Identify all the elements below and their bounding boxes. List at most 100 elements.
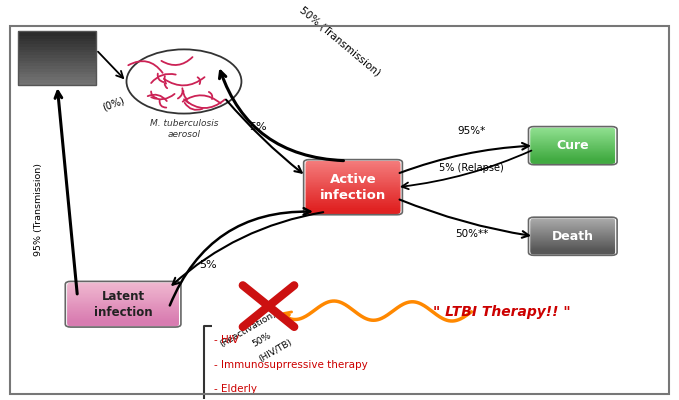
FancyBboxPatch shape xyxy=(530,218,615,224)
FancyBboxPatch shape xyxy=(306,167,401,173)
Circle shape xyxy=(126,49,242,114)
FancyBboxPatch shape xyxy=(530,146,615,151)
FancyBboxPatch shape xyxy=(530,224,615,229)
FancyBboxPatch shape xyxy=(530,228,615,233)
Bar xyxy=(18,61,96,64)
Text: 95% (Transmission): 95% (Transmission) xyxy=(34,163,43,256)
Text: - Immunosuprressive therapy: - Immunosuprressive therapy xyxy=(215,360,368,370)
FancyBboxPatch shape xyxy=(67,321,179,326)
FancyBboxPatch shape xyxy=(530,136,615,142)
FancyBboxPatch shape xyxy=(67,314,179,320)
FancyBboxPatch shape xyxy=(67,308,179,313)
FancyBboxPatch shape xyxy=(306,164,401,170)
FancyBboxPatch shape xyxy=(306,198,401,204)
FancyBboxPatch shape xyxy=(306,200,401,206)
Text: Active
infection: Active infection xyxy=(320,173,386,202)
FancyBboxPatch shape xyxy=(67,286,179,292)
Bar xyxy=(18,82,96,86)
Text: 5% (Relapse): 5% (Relapse) xyxy=(439,163,504,173)
Bar xyxy=(18,63,96,66)
FancyBboxPatch shape xyxy=(530,130,615,135)
FancyBboxPatch shape xyxy=(67,302,179,308)
FancyBboxPatch shape xyxy=(67,296,179,301)
FancyBboxPatch shape xyxy=(530,249,615,254)
FancyBboxPatch shape xyxy=(306,174,401,180)
FancyBboxPatch shape xyxy=(530,220,615,225)
FancyBboxPatch shape xyxy=(530,135,615,140)
FancyBboxPatch shape xyxy=(530,234,615,240)
FancyBboxPatch shape xyxy=(67,305,179,310)
FancyBboxPatch shape xyxy=(530,238,615,243)
FancyBboxPatch shape xyxy=(530,153,615,159)
Bar xyxy=(18,74,96,78)
Bar xyxy=(18,42,96,44)
FancyBboxPatch shape xyxy=(306,187,401,193)
Bar xyxy=(18,69,96,72)
FancyBboxPatch shape xyxy=(67,290,179,296)
FancyBboxPatch shape xyxy=(67,298,179,304)
FancyBboxPatch shape xyxy=(67,285,179,291)
FancyBboxPatch shape xyxy=(306,206,401,212)
FancyBboxPatch shape xyxy=(67,313,179,318)
Text: 5%: 5% xyxy=(199,260,217,270)
FancyBboxPatch shape xyxy=(530,220,615,226)
FancyBboxPatch shape xyxy=(67,293,179,298)
FancyBboxPatch shape xyxy=(306,179,401,184)
FancyBboxPatch shape xyxy=(67,306,179,312)
Bar xyxy=(18,39,96,42)
FancyBboxPatch shape xyxy=(530,229,615,234)
FancyBboxPatch shape xyxy=(67,320,179,325)
FancyBboxPatch shape xyxy=(530,128,615,133)
FancyBboxPatch shape xyxy=(306,176,401,181)
FancyBboxPatch shape xyxy=(306,208,401,214)
FancyBboxPatch shape xyxy=(530,247,615,252)
FancyBboxPatch shape xyxy=(67,288,179,293)
Bar xyxy=(18,30,96,85)
FancyBboxPatch shape xyxy=(530,159,615,164)
FancyBboxPatch shape xyxy=(306,182,401,188)
FancyBboxPatch shape xyxy=(530,241,615,246)
FancyBboxPatch shape xyxy=(306,205,401,211)
Text: - Elderly: - Elderly xyxy=(215,384,257,394)
Bar xyxy=(18,77,96,80)
FancyBboxPatch shape xyxy=(306,192,401,198)
FancyBboxPatch shape xyxy=(67,282,179,288)
FancyBboxPatch shape xyxy=(530,226,615,231)
Bar xyxy=(18,58,96,61)
FancyBboxPatch shape xyxy=(530,227,615,232)
FancyBboxPatch shape xyxy=(530,231,615,236)
FancyBboxPatch shape xyxy=(530,156,615,161)
FancyBboxPatch shape xyxy=(306,161,401,166)
Bar xyxy=(18,30,96,34)
FancyBboxPatch shape xyxy=(306,202,401,208)
FancyBboxPatch shape xyxy=(67,310,179,316)
FancyBboxPatch shape xyxy=(530,154,615,160)
FancyBboxPatch shape xyxy=(306,166,401,172)
Text: Cure: Cure xyxy=(557,139,589,152)
FancyBboxPatch shape xyxy=(530,131,615,136)
FancyBboxPatch shape xyxy=(306,162,401,168)
FancyBboxPatch shape xyxy=(530,233,615,238)
FancyBboxPatch shape xyxy=(530,225,615,230)
Text: Latent
infection: Latent infection xyxy=(94,290,152,319)
Bar xyxy=(18,50,96,53)
FancyBboxPatch shape xyxy=(530,157,615,162)
FancyBboxPatch shape xyxy=(530,150,615,156)
FancyBboxPatch shape xyxy=(530,147,615,152)
FancyBboxPatch shape xyxy=(306,195,401,201)
Text: (0%): (0%) xyxy=(100,96,126,113)
Bar xyxy=(18,80,96,83)
FancyBboxPatch shape xyxy=(306,169,401,175)
FancyBboxPatch shape xyxy=(530,248,615,254)
FancyBboxPatch shape xyxy=(306,184,401,190)
FancyBboxPatch shape xyxy=(306,197,401,202)
FancyBboxPatch shape xyxy=(530,230,615,235)
FancyBboxPatch shape xyxy=(530,240,615,245)
Text: M. tuberculosis
aerosol: M. tuberculosis aerosol xyxy=(149,119,218,139)
FancyBboxPatch shape xyxy=(530,137,615,142)
Bar xyxy=(18,47,96,50)
Text: 95%*: 95%* xyxy=(457,126,485,136)
FancyBboxPatch shape xyxy=(530,129,615,134)
FancyBboxPatch shape xyxy=(530,244,615,249)
FancyBboxPatch shape xyxy=(306,188,401,194)
